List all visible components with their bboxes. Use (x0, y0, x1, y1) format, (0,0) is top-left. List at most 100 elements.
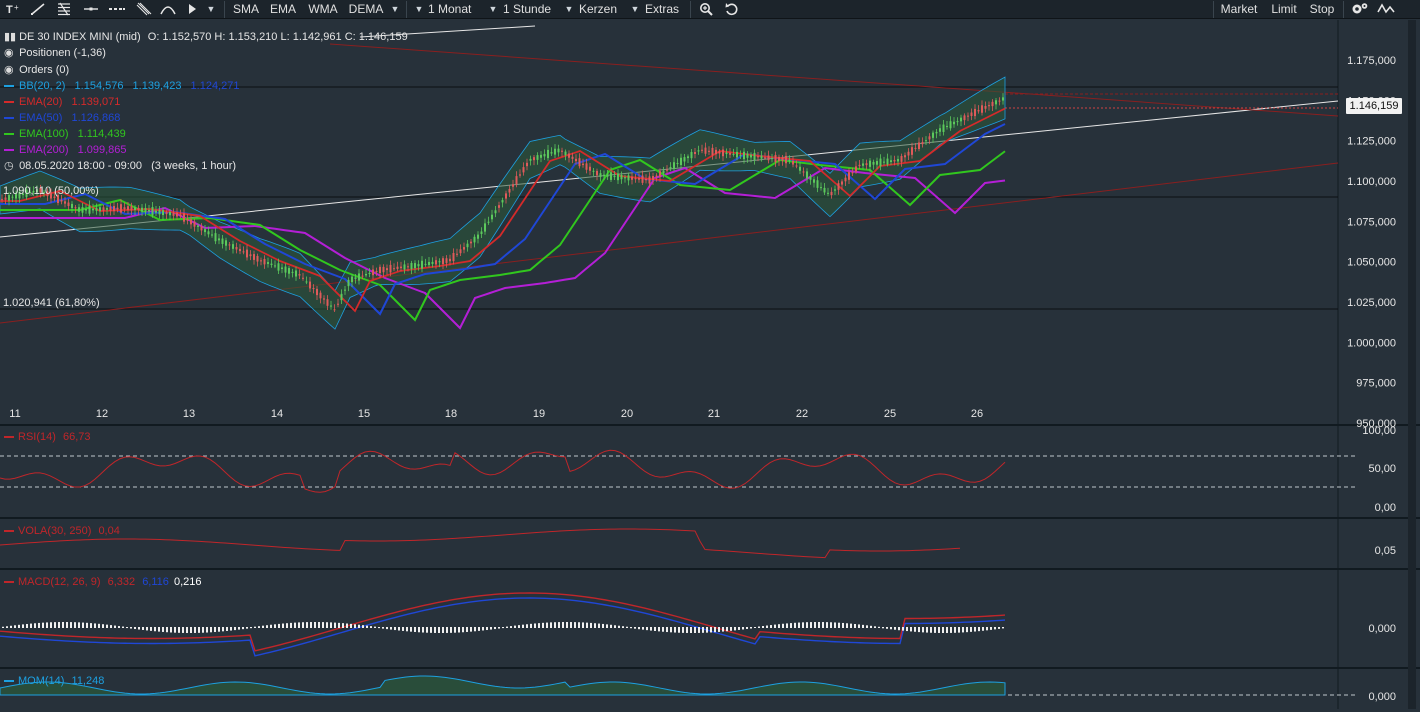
macd-histogram-bar (502, 627, 504, 629)
dotted-line-icon[interactable] (105, 0, 129, 19)
macd-histogram-bar (898, 627, 900, 631)
macd-histogram-bar (138, 627, 140, 630)
candle-body (956, 121, 959, 123)
macd-histogram-bar (882, 627, 884, 629)
candle-body (274, 265, 276, 267)
rsi-legend[interactable]: RSI(14) 66,73 (4, 431, 91, 443)
period-dropdown-icon[interactable]: ▼ (414, 4, 424, 14)
legend-ema50[interactable]: EMA(50) 1.126,868 (4, 111, 120, 125)
macd-histogram-bar (582, 622, 584, 628)
candle-body (918, 142, 920, 150)
market-order-button[interactable]: Market (1220, 2, 1258, 16)
orders-item[interactable]: ◉ Orders (0) (4, 63, 69, 77)
zoom-icon[interactable] (696, 0, 716, 19)
positions-item[interactable]: ◉ Positionen (-1,36) (4, 46, 106, 60)
extras-dropdown-icon[interactable]: ▼ (630, 4, 640, 14)
tools-dropdown-icon[interactable]: ▼ (206, 4, 216, 14)
candle-body (193, 221, 196, 227)
candle-body (711, 147, 714, 156)
macd-line (0, 592, 1006, 652)
legend-bb[interactable]: BB(20, 2) 1.154,576 1.139,423 1.124,271 (4, 79, 239, 93)
date-axis-label: 14 (271, 408, 283, 420)
macd-histogram-bar (134, 627, 136, 630)
curve-icon[interactable] (157, 0, 179, 19)
settings-icon[interactable] (1348, 0, 1372, 19)
macd-histogram-bar (470, 627, 472, 632)
indicators-dropdown-icon[interactable]: ▼ (390, 4, 400, 14)
indicator-wave-icon[interactable] (1374, 0, 1398, 19)
macd-histogram-bar (922, 627, 924, 633)
limit-order-button[interactable]: Limit (1271, 2, 1297, 16)
candle-body (291, 271, 294, 273)
legend-ema20[interactable]: EMA(20) 1.139,071 (4, 95, 120, 109)
macd-histogram-bar (10, 625, 12, 628)
candle-body (960, 117, 962, 122)
macd-histogram-bar (538, 623, 540, 628)
macd-histogram-bar (818, 622, 820, 628)
macd-histogram-bar (598, 623, 600, 628)
candle-body (249, 254, 252, 257)
candle-body (365, 273, 367, 276)
channel-icon[interactable] (133, 0, 155, 19)
candle-body (890, 160, 892, 163)
macd-histogram-bar (194, 627, 196, 633)
macd-histogram-bar (78, 622, 80, 628)
mom-legend[interactable]: MOM(14) 11,248 (4, 675, 104, 687)
ema20-swatch (4, 101, 14, 104)
candle-body (183, 213, 185, 222)
macd-histogram-bar (634, 627, 636, 629)
macd-histogram-bar (790, 623, 792, 628)
chart-canvas[interactable]: 1.175,0001.150,0001.125,0001.100,0001.07… (0, 20, 1420, 709)
ema-button[interactable]: EMA (269, 2, 296, 16)
extras-menu[interactable]: Extras (645, 2, 680, 16)
candle-body (669, 167, 672, 169)
candle-body (848, 172, 850, 180)
macd-histogram-bar (770, 625, 772, 628)
undo-icon[interactable] (721, 0, 741, 19)
fibonacci-icon[interactable] (53, 0, 75, 19)
vola-legend[interactable]: VOLA(30, 250) 0,04 (4, 525, 120, 537)
macd-histogram-bar (214, 627, 216, 633)
ema100-value: 1.114,439 (77, 128, 126, 140)
period-select[interactable]: 1 Monat (428, 2, 472, 16)
sma-button[interactable]: SMA (232, 2, 259, 16)
wma-button[interactable]: WMA (308, 2, 338, 16)
candle-body (169, 211, 171, 216)
candle-body (837, 183, 840, 190)
trendline-icon[interactable] (27, 0, 49, 19)
macd-histogram-bar (458, 627, 460, 633)
macd-histogram-bar (718, 627, 720, 632)
charttype-select[interactable]: Kerzen (579, 2, 618, 16)
macd-histogram-bar (402, 627, 404, 631)
candle-body (239, 248, 241, 252)
cursor-icon[interactable] (183, 0, 201, 19)
vola-value: 0,04 (98, 525, 120, 537)
macd-histogram-bar (958, 627, 960, 633)
stop-order-button[interactable]: Stop (1309, 2, 1335, 16)
candle-body (207, 231, 210, 235)
macd-histogram-bar (54, 622, 56, 628)
horizontal-line-icon[interactable] (80, 0, 102, 19)
legend-ema100[interactable]: EMA(100) 1.114,439 (4, 127, 126, 141)
dema-button[interactable]: DEMA (348, 2, 384, 16)
interval-dropdown-icon[interactable]: ▼ (488, 4, 498, 14)
macd-histogram-bar (254, 626, 256, 628)
charttype-dropdown-icon[interactable]: ▼ (564, 4, 574, 14)
macd-histogram-bar (294, 622, 296, 628)
interval-select[interactable]: 1 Stunde (503, 2, 552, 16)
rsi-axis-label: 0,00 (1375, 502, 1396, 514)
chart-area[interactable]: 1.175,0001.150,0001.125,0001.100,0001.07… (0, 20, 1420, 709)
candle-body (67, 202, 70, 206)
text-tool-icon[interactable]: T + (2, 0, 24, 19)
candle-body (732, 153, 735, 155)
date-axis-label: 11 (9, 408, 20, 420)
candle-body (984, 105, 987, 109)
candle-body (407, 266, 409, 268)
candle-body (428, 261, 430, 266)
candle-body (74, 207, 77, 209)
macd-histogram-bar (222, 627, 224, 632)
candle-body (200, 226, 203, 231)
macd-legend[interactable]: MACD(12, 26, 9) 6,332 6,116 0,216 (4, 576, 202, 588)
candle-body (722, 149, 724, 157)
legend-ema200[interactable]: EMA(200) 1.099,865 (4, 143, 127, 157)
